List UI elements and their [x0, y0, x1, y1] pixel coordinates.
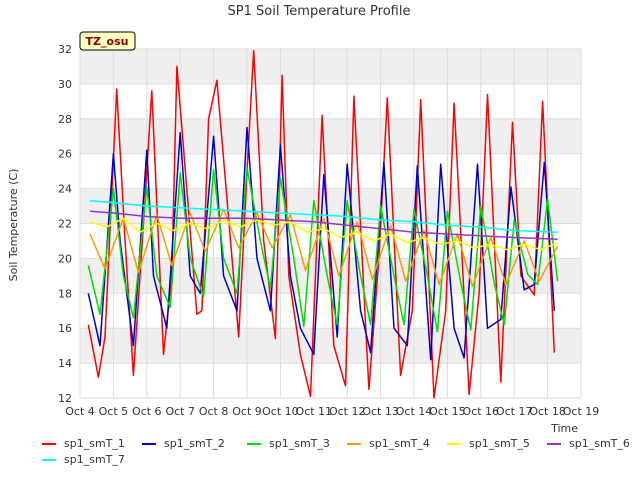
chart-title: SP1 Soil Temperature Profile — [228, 4, 411, 19]
legend-label: sp1_smT_5 — [469, 437, 530, 450]
y-tick-label: 14 — [58, 357, 72, 370]
legend-swatch — [447, 442, 461, 445]
legend-item-sp1_smT_6: sp1_smT_6 — [547, 437, 630, 450]
series-line-sp1_smT_7 — [89, 200, 558, 233]
x-axis-ticks: Oct 4 Oct 5 Oct 6 Oct 7 Oct 8 Oct 9 Oct 10Oct … — [65, 405, 599, 418]
legend: sp1_smT_1 sp1_smT_2 sp1_smT_3 sp1_smT_4 sp1_… — [42, 437, 632, 469]
legend-swatch — [247, 442, 261, 445]
x-tick-label: Oct 4 — [65, 405, 95, 418]
y-tick-label: 24 — [58, 183, 72, 196]
x-tick-label: Oct 18 — [529, 405, 566, 418]
legend-label: sp1_smT_4 — [369, 437, 430, 450]
y-axis-ticks: 12 14 16 18 20 22 24 26 28 30 32 — [58, 43, 72, 405]
series-line-sp1_smT_3 — [87, 166, 559, 333]
y-tick-label: 22 — [58, 218, 72, 231]
grid-band — [80, 118, 581, 154]
legend-item-sp1_smT_2: sp1_smT_2 — [142, 437, 225, 450]
x-tick-label: Oct 15 — [429, 405, 466, 418]
series-line-sp1_smT_6 — [89, 210, 558, 240]
x-tick-label: Oct 13 — [362, 405, 399, 418]
legend-item-sp1_smT_4: sp1_smT_4 — [347, 437, 430, 450]
y-tick-label: 28 — [58, 113, 72, 126]
x-tick-label: Oct 5 — [99, 405, 129, 418]
legend-label: sp1_smT_2 — [164, 437, 225, 450]
y-tick-label: 20 — [58, 252, 72, 265]
y-tick-label: 30 — [58, 78, 72, 91]
x-tick-label: Oct 8 — [199, 405, 229, 418]
x-tick-label: Oct 16 — [463, 405, 500, 418]
y-tick-label: 16 — [58, 322, 72, 335]
annotation-label: TZ_osu — [86, 35, 129, 48]
legend-label: sp1_smT_3 — [269, 437, 330, 450]
y-axis-label: Soil Temperature (C) — [7, 169, 20, 282]
legend-swatch — [547, 442, 561, 445]
legend-swatch — [42, 458, 56, 461]
legend-item-sp1_smT_3: sp1_smT_3 — [247, 437, 330, 450]
legend-swatch — [42, 442, 56, 445]
x-tick-label: Oct 6 — [132, 405, 162, 418]
series-line-sp1_smT_4 — [89, 208, 559, 288]
x-axis-label: Time — [550, 422, 578, 435]
legend-swatch — [142, 442, 156, 445]
legend-label: sp1_smT_6 — [569, 437, 630, 450]
x-tick-label: Oct 9 — [232, 405, 262, 418]
y-tick-label: 26 — [58, 148, 72, 161]
x-tick-label: Oct 17 — [496, 405, 533, 418]
x-tick-label: Oct 10 — [262, 405, 299, 418]
series-line-sp1_smT_2 — [87, 126, 556, 361]
grid-band — [80, 49, 581, 84]
y-tick-label: 12 — [58, 392, 72, 405]
series-line-sp1_smT_5 — [89, 217, 558, 251]
series-line-sp1_smT_1 — [87, 49, 556, 399]
y-tick-label: 18 — [58, 287, 72, 300]
legend-label: sp1_smT_1 — [64, 437, 125, 450]
grid-band — [80, 328, 581, 364]
legend-label: sp1_smT_7 — [64, 453, 125, 466]
y-tick-label: 32 — [58, 43, 72, 56]
x-tick-label: Oct 12 — [329, 405, 366, 418]
x-tick-label: Oct 7 — [165, 405, 195, 418]
legend-item-sp1_smT_7: sp1_smT_7 — [42, 453, 125, 466]
annotation-box: TZ_osu — [79, 31, 136, 51]
legend-swatch — [347, 442, 361, 445]
legend-item-sp1_smT_5: sp1_smT_5 — [447, 437, 530, 450]
x-tick-label: Oct 14 — [396, 405, 433, 418]
series-lines — [87, 49, 559, 399]
x-tick-label: Oct 19 — [563, 405, 600, 418]
x-tick-label: Oct 11 — [296, 405, 333, 418]
legend-item-sp1_smT_1: sp1_smT_1 — [42, 437, 125, 450]
